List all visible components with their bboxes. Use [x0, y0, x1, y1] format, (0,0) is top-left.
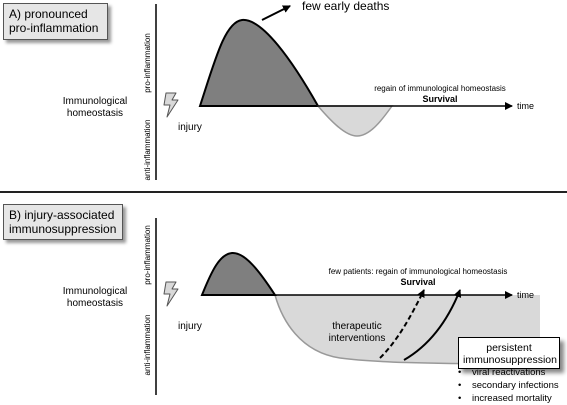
list-item: secondary infections — [458, 379, 559, 392]
panel-b-outcome-line1: few patients: regain of immunological ho… — [329, 267, 508, 276]
panel-a-injury-label: injury — [178, 122, 202, 133]
panel-b-label-line2: immunosuppression — [9, 222, 117, 236]
panel-b-time-label: time — [517, 290, 534, 300]
panel-a-baseline-label-line1: Immunological — [63, 96, 127, 107]
panel-b-label-line1: B) injury-associated — [9, 208, 115, 222]
panel-b-y-axis-up-label: pro-inflammation — [143, 225, 152, 285]
lightning-icon — [163, 92, 179, 118]
panel-b-intervention-arrow-solid — [403, 289, 462, 361]
panel-b-intervention-arrow-dashed — [379, 289, 425, 359]
panel-b-pro-inflammation-curve — [200, 251, 277, 296]
list-item: increased mortality — [458, 392, 559, 405]
panel-a-anti-inflammation-curve — [316, 105, 394, 137]
panel-b-outcome-line2: Survival — [400, 277, 435, 287]
panel-a-time-label: time — [517, 101, 534, 111]
callout-line1: persistent — [486, 342, 532, 354]
panel-b-label: B) injury-associated immunosuppression — [3, 204, 123, 240]
panel-a-y-axis-down-label: anti-inflammation — [143, 120, 152, 181]
panel-a-outcome-line1: regain of immunological homeostasis — [374, 84, 506, 93]
panel-a-label-line1: A) pronounced — [9, 7, 88, 21]
panel-b-intervention-line1: therapeutic — [332, 321, 381, 332]
panel-b-injury-label: injury — [178, 321, 202, 332]
list-item: viral reactivations — [458, 366, 559, 379]
persistent-immunosuppression-callout: persistent immunosuppression — [458, 337, 560, 369]
panel-b-intervention-line2: interventions — [329, 333, 386, 344]
panel-b-baseline-label-line1: Immunological — [63, 286, 127, 297]
panel-a-early-deaths-text: few early deaths — [302, 0, 389, 13]
panel-b-anti-inflammation-outline — [274, 294, 541, 365]
panel-b-y-axis-down-label: anti-inflammation — [143, 315, 152, 376]
callout-line2: immunosuppression — [463, 354, 557, 366]
lightning-icon — [163, 281, 179, 307]
panel-a-label-line2: pro-inflammation — [9, 21, 99, 35]
panel-a-pro-inflammation-curve — [198, 18, 320, 107]
panel-b-baseline-label-line2: homeostasis — [67, 298, 123, 309]
panel-a-outcome-line2: Survival — [422, 94, 457, 104]
panel-a-early-deaths-arrow — [261, 5, 291, 21]
panel-a-y-axis-up-label: pro-inflammation — [143, 33, 152, 93]
panel-a-label: A) pronounced pro-inflammation — [3, 3, 108, 40]
panel-a-baseline-label-line2: homeostasis — [67, 108, 123, 119]
consequences-list: viral reactivations secondary infections… — [458, 366, 559, 405]
